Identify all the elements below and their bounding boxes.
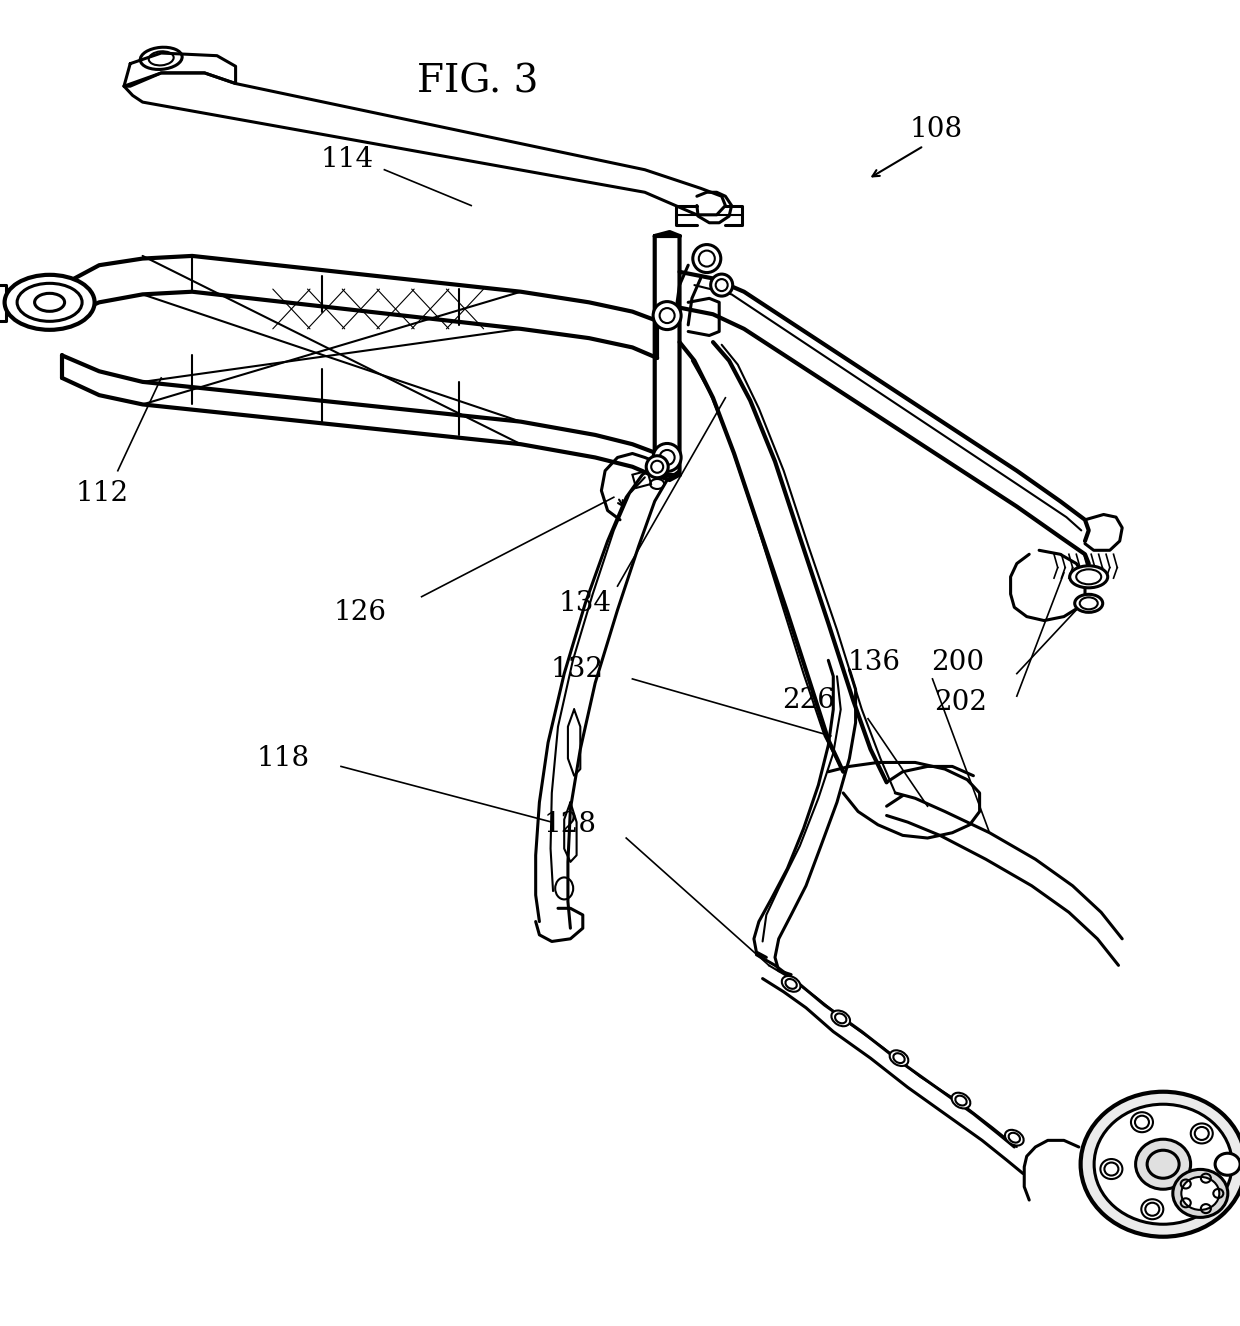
- Text: FIG. 3: FIG. 3: [417, 64, 538, 101]
- Ellipse shape: [1173, 1170, 1228, 1217]
- Ellipse shape: [1131, 1113, 1153, 1132]
- Ellipse shape: [1080, 1091, 1240, 1237]
- Text: 132: 132: [551, 656, 603, 683]
- Ellipse shape: [1094, 1105, 1233, 1224]
- Text: 128: 128: [544, 812, 596, 838]
- Ellipse shape: [653, 301, 681, 330]
- Text: 114: 114: [321, 146, 373, 172]
- Ellipse shape: [1190, 1123, 1213, 1143]
- Ellipse shape: [831, 1010, 851, 1026]
- Ellipse shape: [1075, 594, 1102, 613]
- Ellipse shape: [653, 443, 681, 472]
- Text: 112: 112: [76, 480, 128, 507]
- Ellipse shape: [1182, 1177, 1219, 1209]
- Ellipse shape: [5, 274, 94, 330]
- Ellipse shape: [1136, 1139, 1190, 1189]
- Ellipse shape: [693, 244, 720, 273]
- Ellipse shape: [1215, 1154, 1240, 1175]
- Ellipse shape: [646, 456, 668, 477]
- Ellipse shape: [1004, 1130, 1024, 1146]
- Text: 108: 108: [910, 117, 962, 143]
- Ellipse shape: [17, 284, 82, 321]
- Text: 118: 118: [257, 745, 309, 772]
- Ellipse shape: [781, 976, 801, 992]
- Text: 226: 226: [782, 687, 835, 713]
- Ellipse shape: [1197, 1177, 1219, 1197]
- Text: 134: 134: [559, 590, 611, 617]
- Text: 126: 126: [334, 599, 386, 626]
- Text: 136: 136: [848, 650, 900, 676]
- Ellipse shape: [1100, 1159, 1122, 1179]
- Ellipse shape: [951, 1093, 971, 1109]
- Text: 202: 202: [935, 690, 987, 716]
- Ellipse shape: [889, 1050, 909, 1066]
- Text: 200: 200: [931, 650, 983, 676]
- Ellipse shape: [711, 274, 733, 296]
- Ellipse shape: [1141, 1199, 1163, 1219]
- Ellipse shape: [1070, 566, 1107, 587]
